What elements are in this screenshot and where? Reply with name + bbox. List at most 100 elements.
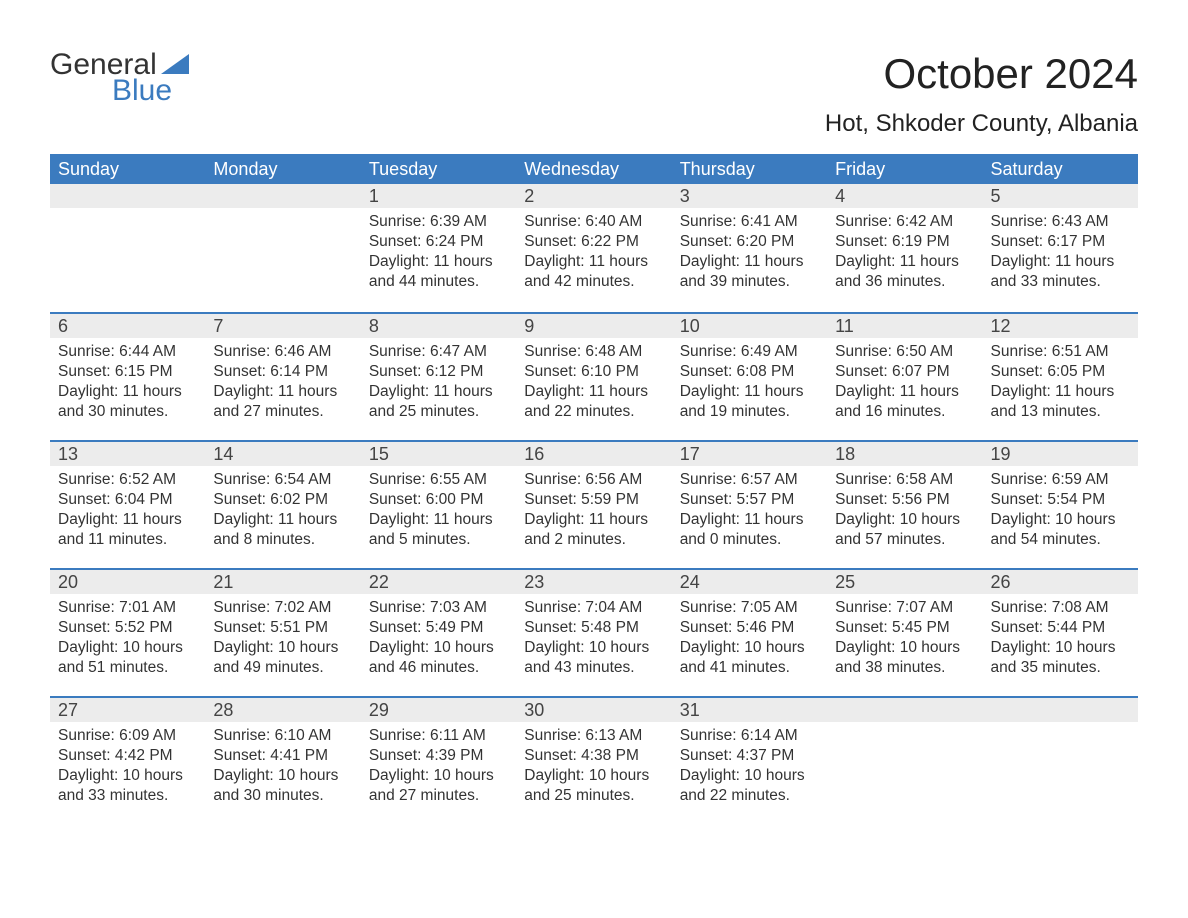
day-cell: 12Sunrise: 6:51 AMSunset: 6:05 PMDayligh… bbox=[983, 314, 1138, 440]
day-cell: 31Sunrise: 6:14 AMSunset: 4:37 PMDayligh… bbox=[672, 698, 827, 824]
daylight-line2: and 43 minutes. bbox=[524, 658, 663, 678]
location-subtitle: Hot, Shkoder County, Albania bbox=[825, 110, 1138, 138]
day-number: 3 bbox=[672, 184, 827, 208]
daylight-line1: Daylight: 11 hours bbox=[524, 252, 663, 272]
day-cell bbox=[205, 184, 360, 312]
sunrise-text: Sunrise: 6:11 AM bbox=[369, 726, 508, 746]
day-header-cell: Sunday bbox=[50, 159, 205, 180]
sunrise-text: Sunrise: 7:03 AM bbox=[369, 598, 508, 618]
daylight-line2: and 41 minutes. bbox=[680, 658, 819, 678]
day-cell: 5Sunrise: 6:43 AMSunset: 6:17 PMDaylight… bbox=[983, 184, 1138, 312]
daylight-line2: and 49 minutes. bbox=[213, 658, 352, 678]
day-body: Sunrise: 6:58 AMSunset: 5:56 PMDaylight:… bbox=[827, 466, 982, 563]
day-cell: 8Sunrise: 6:47 AMSunset: 6:12 PMDaylight… bbox=[361, 314, 516, 440]
day-cell: 4Sunrise: 6:42 AMSunset: 6:19 PMDaylight… bbox=[827, 184, 982, 312]
day-body: Sunrise: 6:47 AMSunset: 6:12 PMDaylight:… bbox=[361, 338, 516, 435]
sunrise-text: Sunrise: 6:51 AM bbox=[991, 342, 1130, 362]
day-cell: 26Sunrise: 7:08 AMSunset: 5:44 PMDayligh… bbox=[983, 570, 1138, 696]
daylight-line2: and 30 minutes. bbox=[58, 402, 197, 422]
daylight-line1: Daylight: 10 hours bbox=[369, 638, 508, 658]
empty-day-number bbox=[205, 184, 360, 208]
day-cell: 19Sunrise: 6:59 AMSunset: 5:54 PMDayligh… bbox=[983, 442, 1138, 568]
sunset-text: Sunset: 4:39 PM bbox=[369, 746, 508, 766]
day-cell: 9Sunrise: 6:48 AMSunset: 6:10 PMDaylight… bbox=[516, 314, 671, 440]
sunset-text: Sunset: 5:49 PM bbox=[369, 618, 508, 638]
day-number: 4 bbox=[827, 184, 982, 208]
sunset-text: Sunset: 6:12 PM bbox=[369, 362, 508, 382]
daylight-line2: and 11 minutes. bbox=[58, 530, 197, 550]
daylight-line1: Daylight: 10 hours bbox=[835, 638, 974, 658]
day-body: Sunrise: 6:09 AMSunset: 4:42 PMDaylight:… bbox=[50, 722, 205, 819]
day-number: 23 bbox=[516, 570, 671, 594]
daylight-line1: Daylight: 11 hours bbox=[524, 510, 663, 530]
sunrise-text: Sunrise: 6:56 AM bbox=[524, 470, 663, 490]
sunset-text: Sunset: 6:04 PM bbox=[58, 490, 197, 510]
sunset-text: Sunset: 6:14 PM bbox=[213, 362, 352, 382]
day-cell: 25Sunrise: 7:07 AMSunset: 5:45 PMDayligh… bbox=[827, 570, 982, 696]
day-body: Sunrise: 6:56 AMSunset: 5:59 PMDaylight:… bbox=[516, 466, 671, 563]
day-number: 15 bbox=[361, 442, 516, 466]
sunset-text: Sunset: 4:42 PM bbox=[58, 746, 197, 766]
day-number: 22 bbox=[361, 570, 516, 594]
sunset-text: Sunset: 5:44 PM bbox=[991, 618, 1130, 638]
day-body: Sunrise: 7:01 AMSunset: 5:52 PMDaylight:… bbox=[50, 594, 205, 691]
day-body: Sunrise: 6:50 AMSunset: 6:07 PMDaylight:… bbox=[827, 338, 982, 435]
day-cell: 28Sunrise: 6:10 AMSunset: 4:41 PMDayligh… bbox=[205, 698, 360, 824]
sunrise-text: Sunrise: 6:13 AM bbox=[524, 726, 663, 746]
daylight-line2: and 19 minutes. bbox=[680, 402, 819, 422]
daylight-line1: Daylight: 11 hours bbox=[213, 382, 352, 402]
daylight-line1: Daylight: 11 hours bbox=[835, 382, 974, 402]
day-cell: 20Sunrise: 7:01 AMSunset: 5:52 PMDayligh… bbox=[50, 570, 205, 696]
sunrise-text: Sunrise: 6:52 AM bbox=[58, 470, 197, 490]
sunrise-text: Sunrise: 6:09 AM bbox=[58, 726, 197, 746]
calendar-page: General Blue October 2024 Hot, Shkoder C… bbox=[0, 0, 1188, 918]
day-cell: 10Sunrise: 6:49 AMSunset: 6:08 PMDayligh… bbox=[672, 314, 827, 440]
daylight-line2: and 0 minutes. bbox=[680, 530, 819, 550]
day-body: Sunrise: 6:51 AMSunset: 6:05 PMDaylight:… bbox=[983, 338, 1138, 435]
day-body: Sunrise: 6:49 AMSunset: 6:08 PMDaylight:… bbox=[672, 338, 827, 435]
day-body: Sunrise: 7:05 AMSunset: 5:46 PMDaylight:… bbox=[672, 594, 827, 691]
daylight-line1: Daylight: 11 hours bbox=[991, 252, 1130, 272]
day-number: 11 bbox=[827, 314, 982, 338]
sunrise-text: Sunrise: 6:58 AM bbox=[835, 470, 974, 490]
day-cell bbox=[983, 698, 1138, 824]
empty-day-number bbox=[50, 184, 205, 208]
day-cell: 7Sunrise: 6:46 AMSunset: 6:14 PMDaylight… bbox=[205, 314, 360, 440]
daylight-line2: and 16 minutes. bbox=[835, 402, 974, 422]
day-body: Sunrise: 6:40 AMSunset: 6:22 PMDaylight:… bbox=[516, 208, 671, 305]
day-body: Sunrise: 6:55 AMSunset: 6:00 PMDaylight:… bbox=[361, 466, 516, 563]
sunset-text: Sunset: 4:41 PM bbox=[213, 746, 352, 766]
sunrise-text: Sunrise: 7:04 AM bbox=[524, 598, 663, 618]
day-cell: 2Sunrise: 6:40 AMSunset: 6:22 PMDaylight… bbox=[516, 184, 671, 312]
sunset-text: Sunset: 4:37 PM bbox=[680, 746, 819, 766]
day-number: 1 bbox=[361, 184, 516, 208]
sunrise-text: Sunrise: 6:14 AM bbox=[680, 726, 819, 746]
day-cell: 18Sunrise: 6:58 AMSunset: 5:56 PMDayligh… bbox=[827, 442, 982, 568]
day-number: 17 bbox=[672, 442, 827, 466]
day-number: 19 bbox=[983, 442, 1138, 466]
daylight-line2: and 22 minutes. bbox=[524, 402, 663, 422]
day-number: 16 bbox=[516, 442, 671, 466]
day-cell bbox=[827, 698, 982, 824]
daylight-line2: and 44 minutes. bbox=[369, 272, 508, 292]
day-body: Sunrise: 6:46 AMSunset: 6:14 PMDaylight:… bbox=[205, 338, 360, 435]
daylight-line2: and 33 minutes. bbox=[58, 786, 197, 806]
daylight-line2: and 27 minutes. bbox=[213, 402, 352, 422]
day-body: Sunrise: 7:04 AMSunset: 5:48 PMDaylight:… bbox=[516, 594, 671, 691]
daylight-line1: Daylight: 10 hours bbox=[213, 766, 352, 786]
sunrise-text: Sunrise: 6:59 AM bbox=[991, 470, 1130, 490]
sunset-text: Sunset: 5:57 PM bbox=[680, 490, 819, 510]
sunset-text: Sunset: 4:38 PM bbox=[524, 746, 663, 766]
sunrise-text: Sunrise: 6:55 AM bbox=[369, 470, 508, 490]
daylight-line2: and 27 minutes. bbox=[369, 786, 508, 806]
day-body: Sunrise: 6:41 AMSunset: 6:20 PMDaylight:… bbox=[672, 208, 827, 305]
title-block: October 2024 Hot, Shkoder County, Albani… bbox=[825, 50, 1138, 138]
day-number: 18 bbox=[827, 442, 982, 466]
day-body: Sunrise: 6:13 AMSunset: 4:38 PMDaylight:… bbox=[516, 722, 671, 819]
week-row: 13Sunrise: 6:52 AMSunset: 6:04 PMDayligh… bbox=[50, 440, 1138, 568]
day-cell: 17Sunrise: 6:57 AMSunset: 5:57 PMDayligh… bbox=[672, 442, 827, 568]
daylight-line1: Daylight: 10 hours bbox=[213, 638, 352, 658]
day-body: Sunrise: 6:44 AMSunset: 6:15 PMDaylight:… bbox=[50, 338, 205, 435]
week-row: 6Sunrise: 6:44 AMSunset: 6:15 PMDaylight… bbox=[50, 312, 1138, 440]
sunrise-text: Sunrise: 7:08 AM bbox=[991, 598, 1130, 618]
